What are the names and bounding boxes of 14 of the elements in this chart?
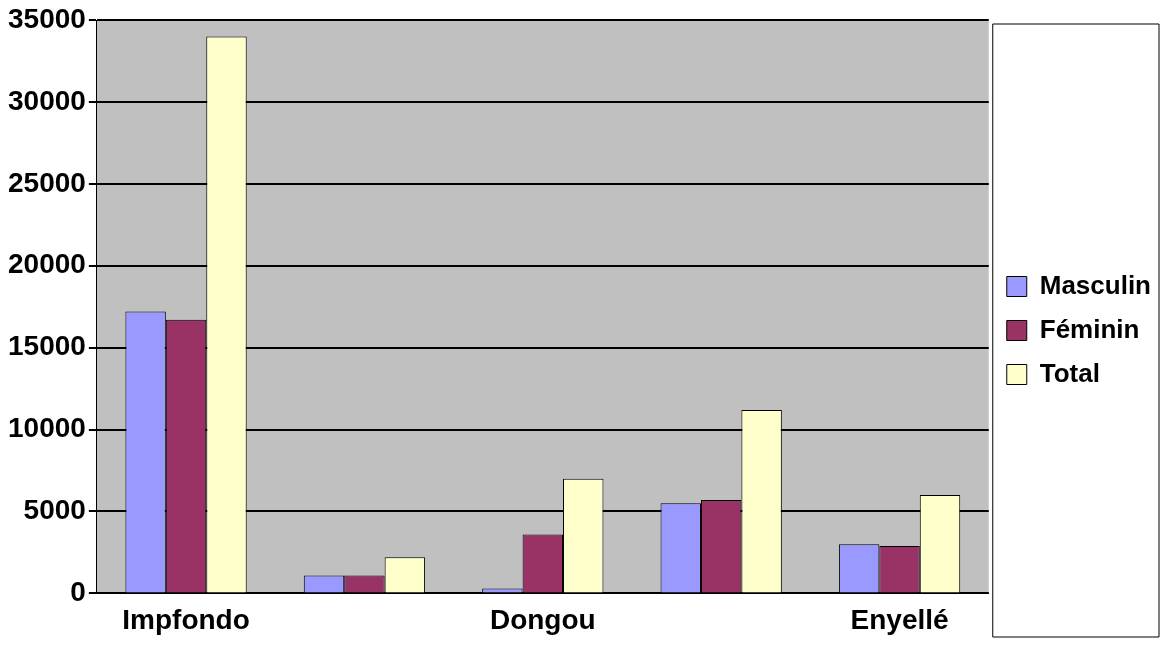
y-tick-label: 0 (70, 576, 86, 608)
y-tick-label: 5000 (23, 494, 86, 526)
y-tick-label: 25000 (7, 166, 86, 198)
x-tick-label: Dongou (489, 603, 596, 635)
y-tick-label: 35000 (7, 2, 86, 34)
x-tick-label: Enyellé (850, 603, 949, 635)
y-tick-label: 20000 (7, 248, 86, 280)
y-tick-label: 15000 (7, 330, 86, 362)
y-tick-label: 10000 (7, 412, 86, 444)
legend-label: Total (1039, 357, 1100, 388)
y-tick-label: 30000 (7, 84, 86, 116)
x-tick-label: Impfondo (122, 603, 250, 635)
legend-label: Féminin (1039, 313, 1140, 344)
legend-label: Masculin (1039, 269, 1151, 300)
